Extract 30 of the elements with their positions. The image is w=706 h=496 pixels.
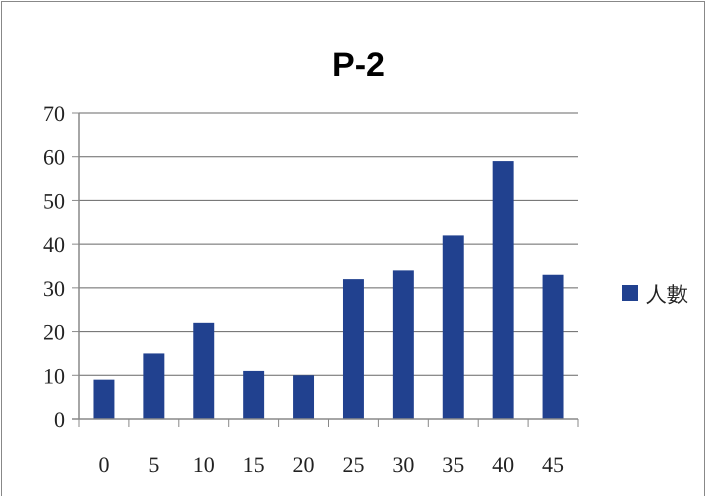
bar	[392, 270, 414, 419]
x-tick-label: 35	[442, 452, 464, 477]
x-tick-label: 25	[342, 452, 364, 477]
bar	[193, 322, 214, 419]
bar	[143, 353, 164, 419]
x-tick-label: 45	[542, 452, 564, 477]
x-tick-label: 30	[392, 452, 414, 477]
y-tick-label: 40	[43, 232, 65, 258]
y-tick-label: 10	[43, 363, 65, 388]
bar	[293, 375, 314, 419]
y-tick-label: 30	[43, 276, 65, 301]
y-tick-label: 60	[43, 144, 65, 170]
x-tick-label: 40	[492, 452, 514, 477]
y-tick-label: 50	[43, 188, 65, 214]
x-tick-label: 0	[98, 452, 110, 477]
x-tick-label: 10	[192, 452, 215, 477]
bar	[492, 161, 514, 419]
bar	[542, 274, 564, 419]
y-tick-label: 20	[43, 320, 65, 345]
x-tick-label: 15	[242, 452, 265, 477]
x-tick-label: 5	[148, 452, 160, 477]
legend-label: 人數	[646, 282, 688, 306]
chart-title: P-2	[332, 46, 385, 84]
bar	[93, 380, 114, 419]
bar	[442, 235, 464, 419]
y-tick-label: 70	[43, 101, 65, 126]
y-tick-label: 0	[54, 407, 65, 432]
bar	[342, 279, 364, 419]
bar	[243, 370, 264, 419]
x-tick-label: 20	[292, 452, 315, 477]
